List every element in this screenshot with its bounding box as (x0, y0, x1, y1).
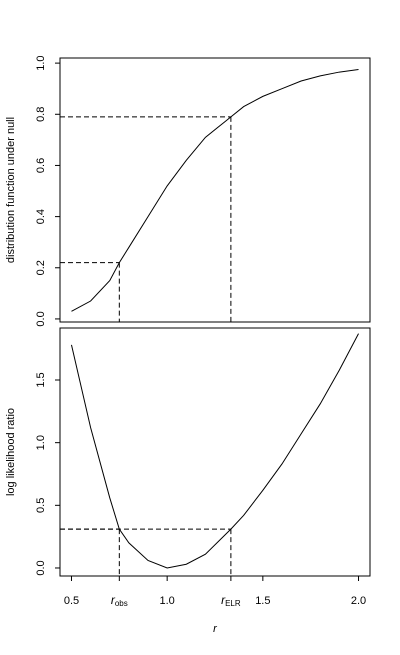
y-tick-label: 0.5 (35, 498, 47, 513)
x-axis-label: r (213, 623, 218, 635)
plot-frame (59, 327, 371, 577)
y-axis-label: distribution function under null (5, 117, 17, 263)
y-tick-label: 0.8 (35, 107, 47, 122)
y-tick-label: 0.2 (35, 260, 47, 275)
x-tick-label: 2.0 (351, 595, 366, 607)
x-tick-label: robs (111, 593, 128, 608)
x-tick-label: 1.5 (255, 595, 270, 607)
y-tick-label: 0.0 (35, 311, 47, 326)
x-tick-label-main: r (111, 593, 116, 607)
y-tick-label: 1.5 (35, 372, 47, 387)
x-tick-label-subscript: ELR (225, 599, 241, 608)
y-tick-label: 1.0 (35, 435, 47, 450)
x-tick-label: 1.0 (160, 595, 175, 607)
y-tick-label: 0.0 (35, 560, 47, 575)
x-tick-label: rELR (221, 593, 241, 608)
x-tick-label-main: r (221, 593, 226, 607)
y-axis-label: log likelihood ratio (5, 408, 17, 496)
y-tick-label: 0.6 (35, 158, 47, 173)
y-tick-label: 1.0 (35, 55, 47, 70)
data-line (71, 69, 359, 312)
x-tick-label-subscript: obs (115, 599, 128, 608)
data-line (70, 333, 359, 569)
x-tick-label: 0.5 (64, 595, 79, 607)
y-tick-label: 0.4 (35, 209, 47, 224)
plot-frame (59, 57, 371, 323)
